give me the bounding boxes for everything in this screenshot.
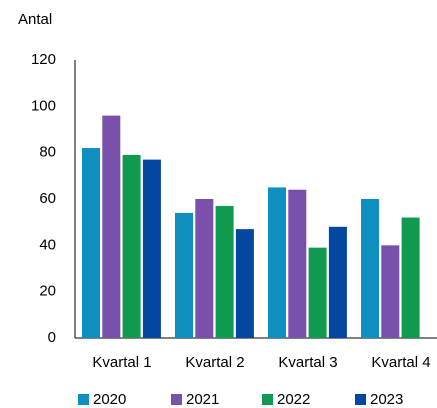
y-tick-label: 120 [31,51,56,68]
bar [328,226,347,338]
bar [235,229,254,338]
x-tick-label: Kvartal 3 [278,354,337,371]
legend-label: 2023 [370,391,403,408]
legend-swatch [78,394,89,405]
legend-label: 2022 [277,391,310,408]
bar [361,199,379,338]
y-tick-label: 80 [39,144,56,161]
bar [401,217,420,338]
y-tick-label: 40 [39,236,56,253]
legend-swatch [355,394,366,405]
x-tick-label: Kvartal 1 [92,354,151,371]
y-axis-label: Antal [18,11,52,28]
y-tick-label: 20 [39,283,56,300]
y-tick-label: 100 [31,97,56,114]
x-tick-label: Kvartal 4 [371,354,430,371]
bar [381,245,400,338]
bar [82,148,100,338]
bar [308,247,327,338]
bar [142,159,161,338]
legend-swatch [262,394,273,405]
y-tick-label: 60 [39,190,56,207]
legend-label: 2021 [186,391,219,408]
y-tick-label: 0 [48,329,56,346]
bar [122,154,141,338]
x-tick-label: Kvartal 2 [185,354,244,371]
legend-swatch [171,394,182,405]
bar [102,115,121,338]
bar [268,187,286,338]
legend-label: 2020 [93,391,126,408]
bar [195,199,214,338]
bar [175,212,193,338]
bar [215,205,234,338]
bar [288,189,307,338]
